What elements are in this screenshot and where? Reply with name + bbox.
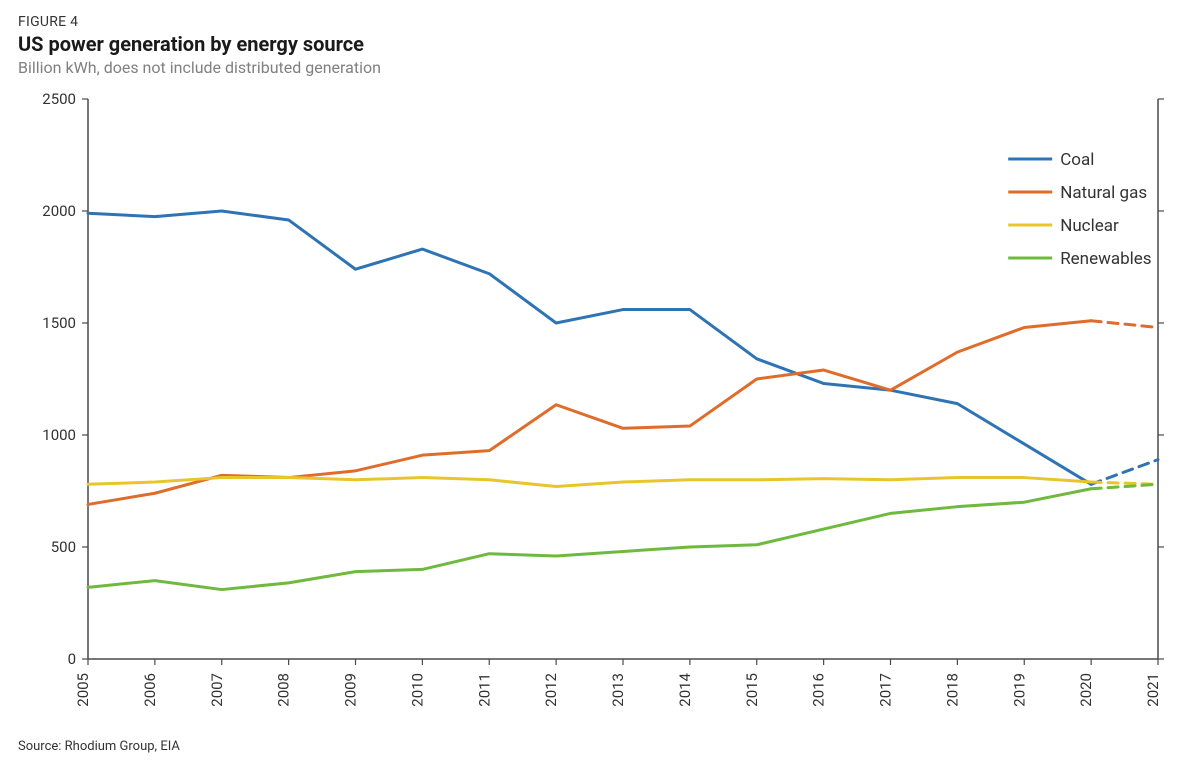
y-tick-label: 0 <box>68 650 76 668</box>
x-tick-label: 2012 <box>542 673 560 707</box>
x-tick-label: 2014 <box>676 672 694 706</box>
x-tick-label: 2006 <box>141 673 159 707</box>
legend-label: Coal <box>1060 150 1094 170</box>
x-tick-label: 2005 <box>74 673 92 707</box>
x-tick-label: 2007 <box>208 673 226 707</box>
x-tick-label: 2015 <box>743 673 761 707</box>
x-tick-label: 2018 <box>943 673 961 707</box>
chart-container: 0 500 1000 1500 2000 2500 2005 2006 2007 2008 2009… <box>18 89 1179 733</box>
x-tick-label: 2017 <box>877 673 895 707</box>
x-tick-label: 2011 <box>475 673 493 707</box>
x-tick-label: 2021 <box>1144 673 1162 707</box>
series-line <box>88 489 1091 590</box>
x-tick-label: 2008 <box>275 673 293 707</box>
line-chart: 0 500 1000 1500 2000 2500 2005 2006 2007 2008 2009… <box>18 89 1178 729</box>
series-line-projection <box>1091 321 1158 328</box>
y-tick-label: 1000 <box>42 426 76 444</box>
x-tick-label: 2019 <box>1010 673 1028 707</box>
y-tick-label: 500 <box>51 538 76 556</box>
x-tick-label: 2010 <box>408 673 426 707</box>
series-line <box>88 478 1091 487</box>
figure-source: Source: Rhodium Group, EIA <box>18 739 1179 754</box>
figure-title: US power generation by energy source <box>18 32 1179 56</box>
figure-label: FIGURE 4 <box>18 14 1179 30</box>
y-tick-label: 1500 <box>42 314 76 332</box>
y-tick-label: 2500 <box>42 90 76 108</box>
legend-label: Natural gas <box>1060 183 1147 203</box>
legend-label: Nuclear <box>1060 216 1119 236</box>
x-tick-label: 2013 <box>609 673 627 707</box>
series-line <box>88 211 1091 484</box>
figure-subtitle: Billion kWh, does not include distribute… <box>18 58 1179 77</box>
legend-label: Renewables <box>1060 249 1151 269</box>
series-line-projection <box>1091 460 1158 485</box>
x-tick-label: 2016 <box>810 673 828 707</box>
x-tick-label: 2009 <box>342 673 360 707</box>
y-tick-label: 2000 <box>42 202 76 220</box>
x-tick-label: 2020 <box>1077 673 1095 707</box>
series-line-projection <box>1091 484 1158 488</box>
